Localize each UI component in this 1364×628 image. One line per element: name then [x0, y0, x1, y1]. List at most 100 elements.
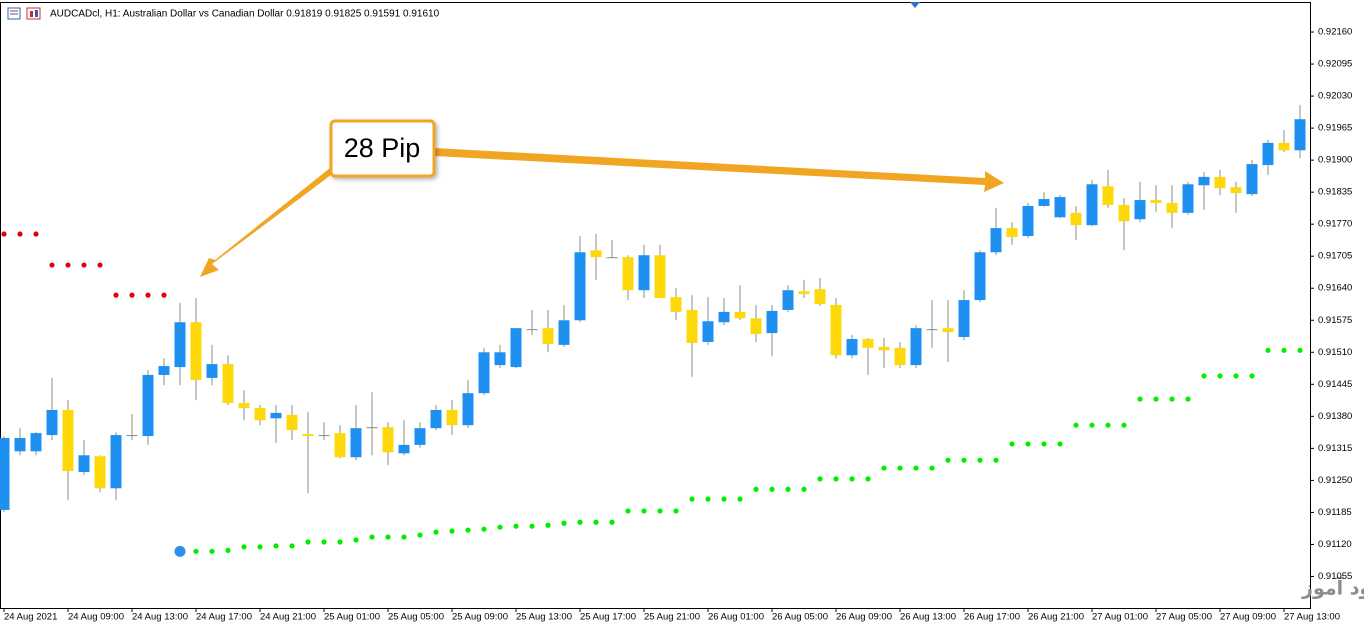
candle-body	[990, 228, 1002, 253]
candle-body	[542, 328, 554, 344]
callout-box	[329, 119, 436, 178]
sar-dot	[817, 476, 823, 482]
candle-body	[1086, 184, 1098, 226]
x-tick-label: 25 Aug 01:00	[324, 612, 380, 623]
candle-body	[286, 414, 298, 431]
candle-body	[254, 407, 266, 421]
sar-dot	[929, 465, 935, 471]
candle-body	[382, 427, 394, 453]
candle-body	[430, 409, 442, 429]
y-tick-label: 0.91770	[1318, 219, 1352, 230]
sar-dot	[161, 292, 167, 298]
sar-dot	[1249, 373, 1255, 379]
sar-dot	[97, 262, 103, 268]
y-tick-label: 0.91120	[1318, 539, 1352, 550]
x-tick-label: 27 Aug 13:00	[1284, 612, 1340, 623]
candle-body	[270, 412, 282, 419]
sar-dot	[17, 231, 23, 237]
y-tick-label: 0.91705	[1318, 251, 1352, 262]
sar-dot	[753, 486, 759, 492]
x-tick-label: 24 Aug 21:00	[260, 612, 316, 623]
sar-dot	[113, 292, 119, 298]
candle-body	[1054, 197, 1066, 218]
candle-body	[910, 328, 922, 366]
sar-dot	[65, 262, 71, 268]
candle-body	[1182, 184, 1194, 213]
candle-body	[30, 433, 42, 452]
sar-dot	[369, 534, 375, 540]
sar-dot	[1281, 347, 1287, 353]
sar-dot	[1153, 396, 1159, 402]
candle-body	[46, 409, 58, 436]
candle-body	[414, 428, 426, 445]
candle-body	[1198, 176, 1210, 186]
y-tick-label: 0.92030	[1318, 91, 1352, 102]
icon	[30, 11, 33, 17]
candle-body	[574, 252, 586, 321]
sar-dot	[1057, 441, 1063, 447]
candle-body	[158, 366, 170, 375]
sar-dot	[1185, 396, 1191, 402]
sar-dot	[1265, 347, 1271, 353]
candle-body	[878, 346, 890, 351]
sar-dot	[33, 231, 39, 237]
sar-dot	[193, 548, 199, 554]
plot	[0, 104, 1306, 557]
candle-body	[1134, 200, 1146, 220]
sar-dot	[81, 262, 87, 268]
x-tick-label: 24 Aug 09:00	[68, 612, 124, 623]
arrow	[434, 148, 1004, 192]
candle-body	[590, 250, 602, 258]
candle-body	[510, 328, 522, 368]
sar-dot	[897, 465, 903, 471]
annotation: 28 Pip	[344, 133, 421, 163]
y-tick-label: 0.91380	[1318, 411, 1352, 422]
candle-body	[1278, 142, 1290, 151]
y-tick-label: 0.91185	[1318, 507, 1352, 518]
sar-dot	[174, 545, 186, 557]
sar-dot	[449, 528, 455, 534]
sar-dot	[401, 534, 407, 540]
candle-body	[78, 455, 90, 473]
candle-body	[14, 438, 26, 452]
sar-dot	[1, 231, 7, 237]
y-tick-label: 0.91510	[1318, 347, 1352, 358]
candle-body	[958, 300, 970, 338]
candle-body	[1262, 142, 1274, 166]
plot-frame	[0, 2, 1311, 609]
sar-dot	[305, 539, 311, 545]
x-tick-label: 27 Aug 09:00	[1220, 612, 1276, 623]
sar-dot	[1201, 373, 1207, 379]
candle-body	[734, 311, 746, 319]
x-tick-label: 26 Aug 09:00	[836, 612, 892, 623]
x-tick-label: 27 Aug 05:00	[1156, 612, 1212, 623]
sar-dot	[977, 457, 983, 463]
sar-dot	[961, 457, 967, 463]
x-tick-label: 24 Aug 13:00	[132, 612, 188, 623]
sar-dot	[433, 529, 439, 535]
candle-body	[110, 435, 122, 489]
sar-dot	[1217, 373, 1223, 379]
sar-dot	[993, 457, 999, 463]
candle-body	[222, 364, 234, 404]
y-tick-label: 0.91835	[1318, 187, 1352, 198]
candle-body	[846, 338, 858, 356]
sar-dot	[673, 508, 679, 514]
candle-body	[94, 456, 106, 489]
candle-body	[62, 409, 74, 472]
x-tick-label: 26 Aug 01:00	[708, 612, 764, 623]
sar-dot	[225, 547, 231, 553]
candle-body	[126, 435, 138, 437]
y-tick-label: 0.91965	[1318, 123, 1352, 134]
sar-dot	[273, 543, 279, 549]
x-tick-label: 27 Aug 01:00	[1092, 612, 1148, 623]
y-tick-label: 0.91575	[1318, 315, 1352, 326]
icon	[26, 7, 41, 20]
sar-dot	[497, 524, 503, 530]
candle-body	[702, 321, 714, 342]
candle-body	[1022, 205, 1034, 237]
sar-dot	[241, 544, 247, 550]
candle-body	[766, 310, 778, 334]
x-tick-label: 26 Aug 17:00	[964, 612, 1020, 623]
candle-body	[1294, 119, 1306, 151]
